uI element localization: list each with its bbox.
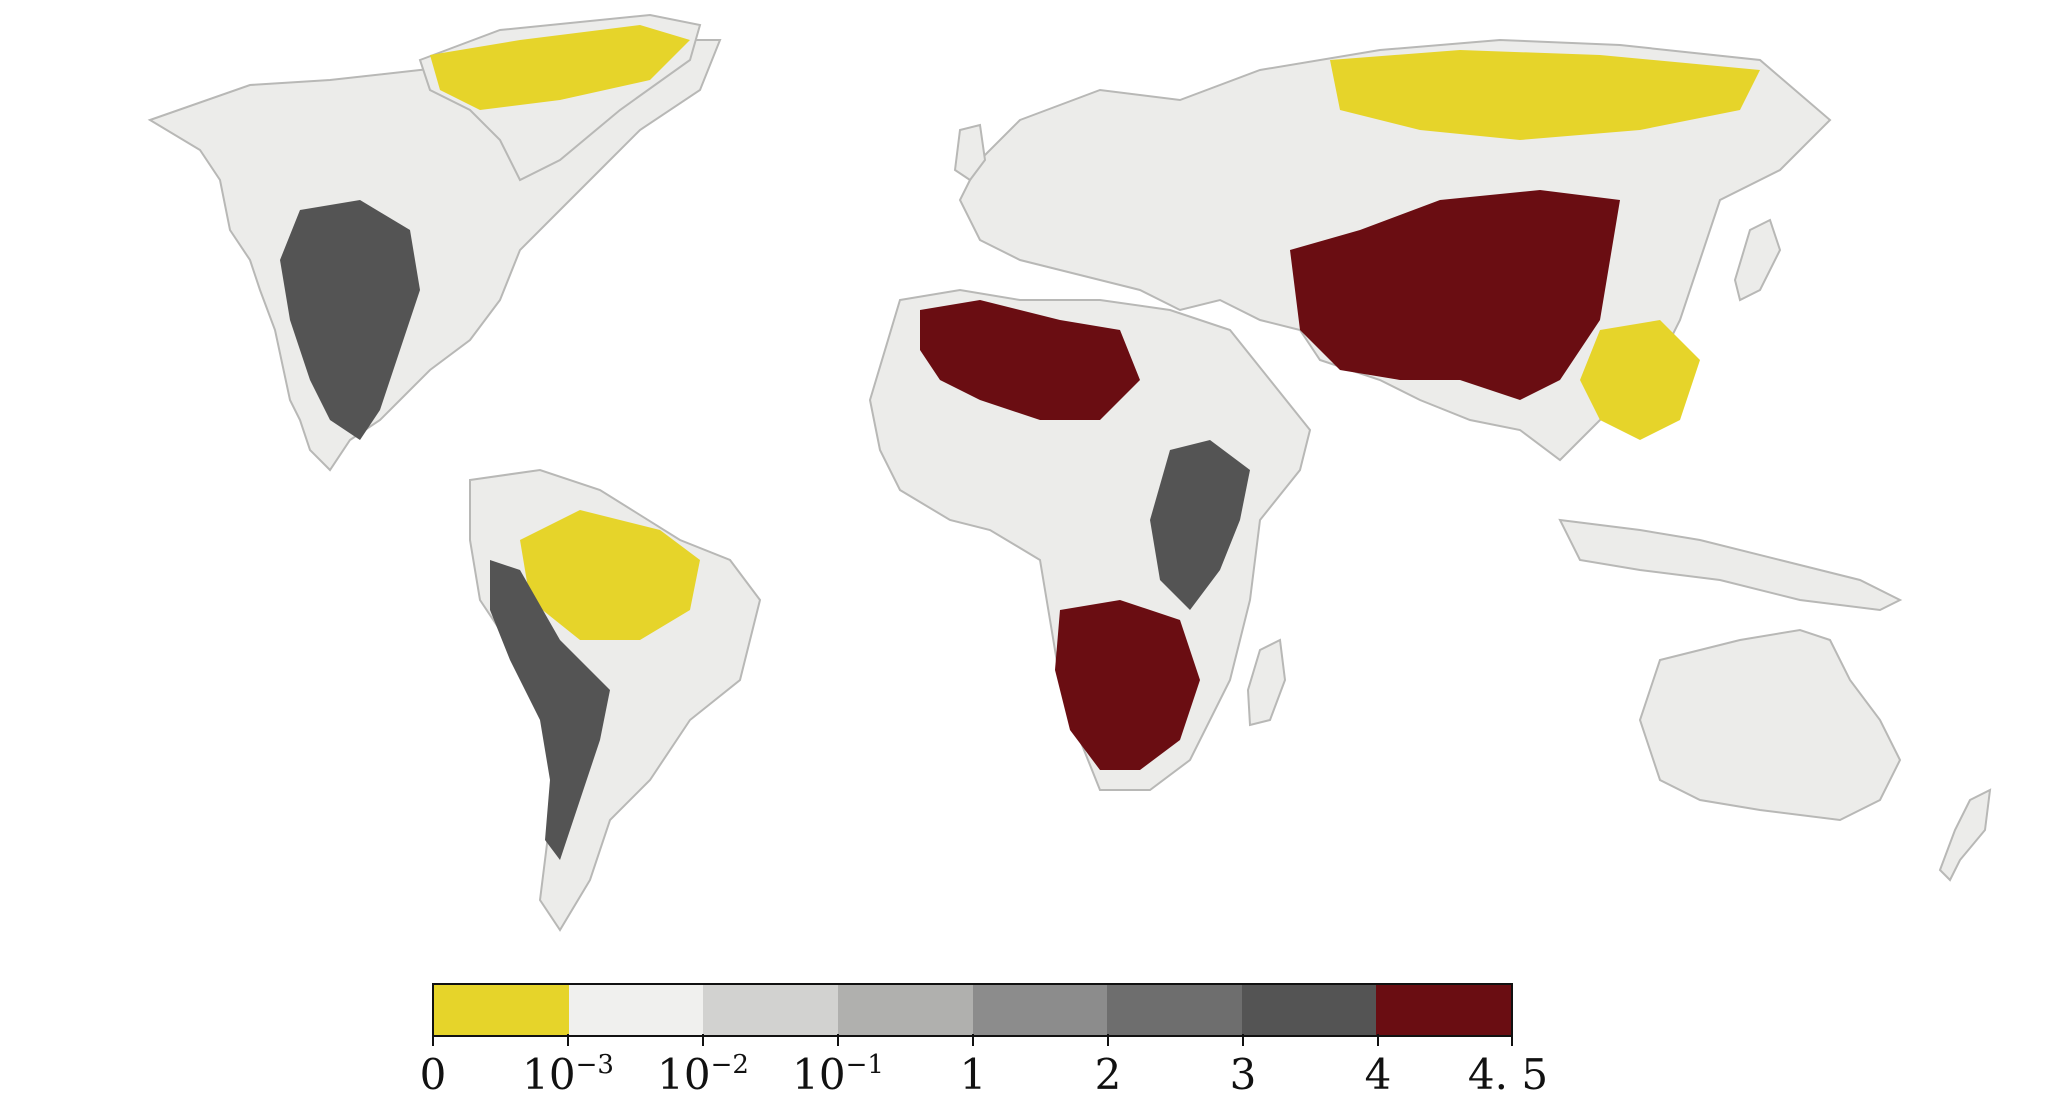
legend-tick: [1511, 1034, 1513, 1046]
legend-tick-label-6: 3: [1229, 1050, 1257, 1099]
indonesia: [1558, 518, 1903, 612]
legend-swatch-5: [1107, 985, 1242, 1035]
legend-swatch-7: [1376, 985, 1511, 1035]
legend-tick-label-5: 2: [1094, 1050, 1122, 1099]
new-zealand: [1938, 788, 1992, 882]
legend-tick-label-7: 4: [1364, 1050, 1392, 1099]
legend-tick-label-3: 10−1: [792, 1050, 884, 1099]
legend-swatch-1: [568, 985, 704, 1035]
legend-tick-label-8: 4. 5: [1467, 1050, 1549, 1099]
japan: [1733, 218, 1782, 302]
legend-tick-label-4: 1: [959, 1050, 987, 1099]
legend-tick: [837, 1034, 839, 1046]
legend-swatch-2: [703, 985, 838, 1035]
legend-tick: [432, 1034, 434, 1046]
region-amazon: [520, 510, 700, 640]
legend-tick-label-0: 0: [419, 1050, 447, 1099]
legend-swatch-4: [972, 985, 1108, 1035]
legend-swatch-6: [1241, 985, 1377, 1035]
region-southeast-asia: [1580, 320, 1700, 440]
region-east-africa: [1150, 440, 1250, 610]
legend-swatch-3: [837, 985, 973, 1035]
legend-tick: [1377, 1034, 1379, 1046]
region-central-asia: [1290, 190, 1620, 400]
legend-tick-label-1: 10−3: [522, 1050, 614, 1099]
classified-regions: [280, 25, 1760, 860]
world-map: [147, 13, 1992, 932]
legend-tick: [1242, 1034, 1244, 1046]
region-siberia: [1330, 50, 1760, 140]
legend-tick: [567, 1034, 569, 1046]
region-high-arctic: [430, 25, 690, 110]
legend-colorbar: [432, 983, 1513, 1037]
legend-tick: [972, 1034, 974, 1046]
madagascar: [1246, 638, 1287, 727]
legend-tick: [702, 1034, 704, 1046]
land-base: [147, 13, 1992, 932]
region-southern-africa: [1055, 600, 1200, 770]
region-andes: [490, 560, 610, 860]
uk: [953, 123, 987, 182]
australia: [1638, 628, 1902, 822]
region-sahara: [920, 300, 1140, 420]
legend-tick-label-2: 10−2: [657, 1050, 749, 1099]
legend-tick: [1107, 1034, 1109, 1046]
africa: [868, 288, 1312, 791]
legend-swatch-0: [434, 985, 569, 1035]
north-america: [147, 39, 722, 472]
region-western-north-america: [280, 200, 420, 440]
